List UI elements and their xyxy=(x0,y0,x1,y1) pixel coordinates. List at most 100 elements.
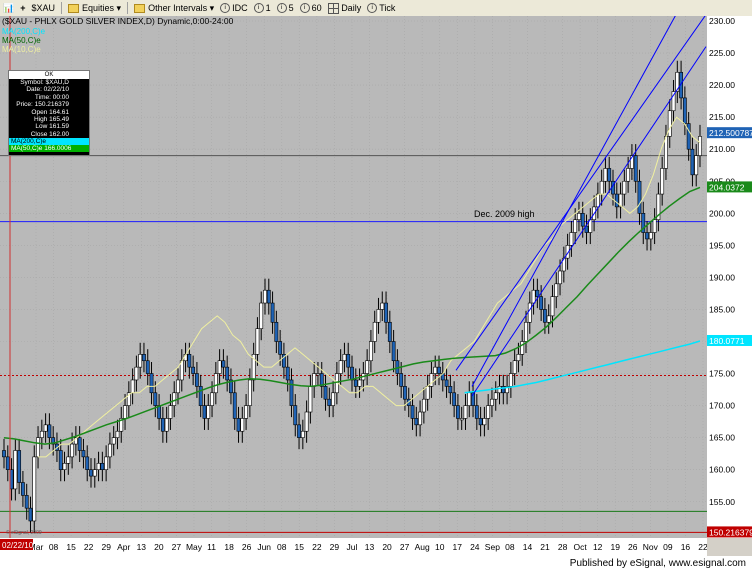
candle-body xyxy=(694,155,699,176)
tick-button[interactable]: i Tick xyxy=(364,1,398,15)
ma50-legend: MA(50,C)e xyxy=(2,36,41,45)
candle-body xyxy=(36,437,40,458)
candle-body xyxy=(501,386,506,394)
candle-body xyxy=(482,418,487,426)
candle-body xyxy=(550,296,555,317)
candle-body xyxy=(39,430,44,438)
candle-body xyxy=(452,392,457,406)
info-ok-button[interactable]: OK xyxy=(9,71,89,79)
cursor-info-box[interactable]: OK Symbol: $XAU,D Date: 02/22/10 Time: 0… xyxy=(8,70,90,156)
candle-body xyxy=(429,373,434,387)
trend-channels xyxy=(455,14,707,397)
candle-body xyxy=(486,405,491,419)
candle-body xyxy=(247,379,252,406)
idc-button[interactable]: i IDC xyxy=(217,1,251,15)
candle-body xyxy=(338,360,343,374)
x-tick-label: 27 xyxy=(400,542,410,552)
candle-body xyxy=(448,386,453,394)
candle-body xyxy=(535,289,540,297)
interval-icon: i xyxy=(220,3,231,13)
candle-body xyxy=(312,373,317,387)
candle-body xyxy=(115,430,120,438)
candle-body xyxy=(251,354,256,381)
interval-1-label: 1 xyxy=(265,3,271,13)
candle-body xyxy=(221,360,226,368)
candle-body xyxy=(660,168,665,195)
x-axis[interactable]: Mar 08 15 22 29 Apr 13 20 27 May 11 18 26 Jun 08 15 22 29… xyxy=(0,538,708,556)
x-tick-label: 22 xyxy=(698,542,707,552)
y-tick-label: 165.00 xyxy=(709,433,735,443)
x-tick-label: 16 xyxy=(681,542,691,552)
symbol-label[interactable]: $XAU xyxy=(31,3,55,13)
interval-icon: i xyxy=(367,3,378,13)
footer-text: Published by eSignal, www.esignal.com xyxy=(569,558,746,569)
add-icon[interactable]: + xyxy=(20,3,26,13)
candle-body xyxy=(149,373,154,394)
candle-body xyxy=(217,360,222,374)
candle-body xyxy=(13,450,18,490)
candle-body xyxy=(47,424,52,438)
candle-body xyxy=(410,405,415,419)
candle-body xyxy=(43,424,48,432)
interval-60-label: 60 xyxy=(311,3,322,13)
candle-body xyxy=(81,450,86,458)
info-symbol: Symbol: $XAU,D xyxy=(20,79,69,86)
equities-dropdown[interactable]: Equities ▾ xyxy=(65,1,124,15)
ma200-legend: MA(200,C)e xyxy=(2,27,46,36)
x-tick-label: Mar xyxy=(29,542,44,552)
candle-body xyxy=(493,392,498,400)
candle-body xyxy=(244,405,248,419)
candle-body xyxy=(652,219,657,233)
y-axis[interactable]: 155.00160.00165.00170.00175.00180.00185.… xyxy=(707,16,752,538)
y-tick-label: 190.00 xyxy=(709,272,735,282)
new-chart-icon[interactable]: 📊 xyxy=(3,2,15,13)
candle-body xyxy=(569,232,574,246)
ma50-price-tag xyxy=(707,181,752,193)
candle-body xyxy=(474,405,479,419)
y-tick-label: 205.00 xyxy=(709,176,735,186)
moving-averages xyxy=(3,116,701,458)
candle-body xyxy=(414,418,419,426)
candle-body xyxy=(456,405,460,419)
candle-body xyxy=(437,366,441,374)
info-high: High 165.49 xyxy=(33,116,69,124)
candle-body xyxy=(274,321,279,342)
chart-title: ($XAU - PHLX GOLD SILVER INDEX,D) Dynami… xyxy=(2,16,234,26)
other-intervals-dropdown[interactable]: Other Intervals ▾ xyxy=(131,1,217,15)
price-chart[interactable]: Dec. 2009 high ($XAU - PHLX GOLD SILVER … xyxy=(0,14,707,538)
daily-button[interactable]: Daily xyxy=(325,1,365,15)
candle-body xyxy=(403,386,407,400)
x-tick-label: 19 xyxy=(611,542,621,552)
y-tick-label: 170.00 xyxy=(709,401,735,411)
y-tick-label: 225.00 xyxy=(709,48,735,58)
candle-body xyxy=(285,366,290,381)
candle-body xyxy=(5,456,10,471)
candle-body xyxy=(282,354,286,368)
cursor-price-tag-label: 150.216379 xyxy=(709,527,752,537)
candle-body xyxy=(675,71,680,92)
cursor-price-tag xyxy=(707,526,752,538)
x-tick-label: 29 xyxy=(101,542,111,552)
x-tick-label: 27 xyxy=(172,542,182,552)
candle-body xyxy=(73,437,78,445)
candle-body xyxy=(278,341,283,355)
candle-body xyxy=(399,373,404,387)
separator xyxy=(127,2,129,14)
info-open: Open 164.61 xyxy=(31,108,69,116)
candle-body xyxy=(346,354,351,368)
candle-body xyxy=(145,360,150,374)
footer: Published by eSignal, www.esignal.com xyxy=(0,556,752,572)
candle-body xyxy=(633,155,638,182)
candle-body xyxy=(300,430,305,438)
candle-body xyxy=(198,386,203,406)
candle-body xyxy=(365,360,370,374)
other-intervals-label: Other Intervals xyxy=(148,3,208,13)
candle-body xyxy=(686,123,691,150)
candle-body xyxy=(270,302,275,323)
interval-60-button[interactable]: i 60 xyxy=(297,1,325,15)
watermark: © eSignal, 2009 xyxy=(6,529,42,536)
x-tick-label: 12 xyxy=(593,542,603,552)
